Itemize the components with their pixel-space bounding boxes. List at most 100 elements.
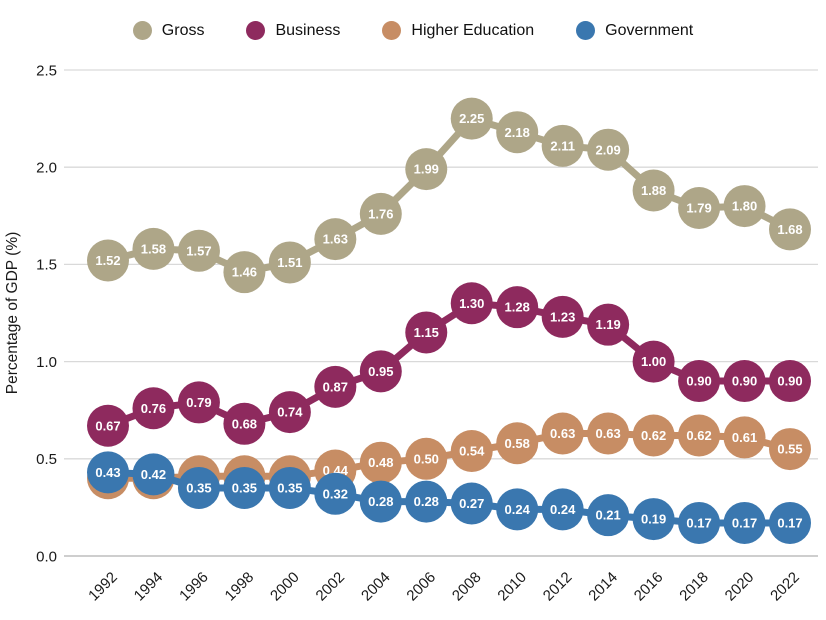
point-gross-2018 bbox=[678, 187, 721, 230]
x-tick-label-2002: 2002 bbox=[313, 569, 349, 605]
point-business-2004 bbox=[359, 350, 402, 393]
point-business-1994 bbox=[132, 387, 175, 430]
point-government-2000 bbox=[268, 466, 311, 509]
point-business-2020 bbox=[723, 360, 766, 403]
point-label-government-2006: 0.28 bbox=[414, 494, 439, 509]
point-business-2014 bbox=[587, 303, 630, 346]
point-business-2006 bbox=[405, 311, 448, 354]
point-higher-education-2004 bbox=[359, 441, 402, 484]
y-tick-label-2.5: 2.5 bbox=[36, 62, 57, 79]
x-tick-label-1992: 1992 bbox=[85, 569, 121, 605]
x-tick-label-2006: 2006 bbox=[403, 569, 439, 605]
x-axis-tick-labels: 1992 1994 1996 1998 2000 2002 2004 2006 2008 2010… bbox=[85, 569, 803, 605]
point-label-gross-2008: 2.25 bbox=[459, 111, 484, 126]
legend-label-government: Government bbox=[605, 21, 694, 39]
y-axis-title: Percentage of GDP (%) bbox=[4, 232, 21, 395]
point-government-2020 bbox=[723, 501, 766, 544]
point-gross-1998 bbox=[223, 251, 266, 294]
point-label-higher-education-2020: 0.61 bbox=[732, 430, 757, 445]
point-label-gross-2000: 1.51 bbox=[277, 255, 302, 270]
legend-dot-gross bbox=[132, 21, 152, 40]
point-label-government-1998: 0.35 bbox=[232, 481, 257, 496]
point-label-gross-2014: 2.09 bbox=[595, 142, 620, 157]
y-tick-label-0.0: 0.0 bbox=[36, 548, 57, 565]
point-gross-2012 bbox=[541, 124, 584, 167]
point-label-higher-education-2014: 0.63 bbox=[595, 426, 620, 441]
point-label-government-2010: 0.24 bbox=[505, 502, 531, 517]
series-business: 0.67 0.76 0.79 0.68 0.74 0.87 0.95 1.15 1.30 1.28… bbox=[87, 282, 811, 447]
point-business-2008 bbox=[450, 282, 493, 325]
point-government-1992 bbox=[87, 451, 129, 494]
point-label-government-1992: 0.43 bbox=[95, 465, 120, 480]
point-label-gross-2002: 1.63 bbox=[323, 232, 348, 247]
x-tick-label-2004: 2004 bbox=[358, 569, 394, 605]
point-gross-2010 bbox=[496, 111, 539, 154]
legend-dot-business bbox=[246, 21, 266, 40]
y-tick-label-1.0: 1.0 bbox=[36, 354, 57, 371]
point-label-government-2022: 0.17 bbox=[777, 516, 802, 531]
point-label-business-2014: 1.19 bbox=[595, 317, 620, 332]
series-line-higher-education bbox=[108, 430, 791, 482]
point-gross-2006 bbox=[405, 148, 448, 191]
point-label-higher-education-2022: 0.55 bbox=[777, 442, 802, 457]
point-business-1992 bbox=[87, 404, 129, 447]
series-line-gross bbox=[107, 115, 792, 276]
x-tick-label-1994: 1994 bbox=[131, 569, 167, 605]
point-label-business-2008: 1.30 bbox=[459, 296, 484, 311]
point-gross-2022 bbox=[769, 208, 811, 251]
point-label-gross-2012: 2.11 bbox=[550, 138, 575, 153]
point-label-government-2016: 0.19 bbox=[641, 512, 666, 527]
point-label-business-2010: 1.28 bbox=[505, 300, 530, 315]
legend-dot-higher-education bbox=[382, 21, 402, 40]
x-tick-label-2008: 2008 bbox=[449, 569, 485, 605]
point-government-1994 bbox=[132, 453, 175, 496]
x-tick-label-2012: 2012 bbox=[540, 569, 576, 605]
point-government-2016 bbox=[632, 498, 675, 541]
point-business-2016 bbox=[632, 340, 675, 383]
point-gross-1992 bbox=[87, 239, 129, 282]
point-business-2000 bbox=[268, 391, 311, 434]
point-label-business-2004: 0.95 bbox=[368, 364, 393, 379]
x-tick-label-1996: 1996 bbox=[176, 569, 212, 605]
point-higher-education-2020 bbox=[723, 416, 766, 459]
point-label-government-1996: 0.35 bbox=[186, 481, 211, 496]
x-tick-label-2000: 2000 bbox=[267, 569, 303, 605]
point-label-higher-education-2008: 0.54 bbox=[459, 444, 485, 459]
point-gross-2002 bbox=[314, 218, 357, 261]
point-label-business-2016: 1.00 bbox=[641, 354, 666, 369]
point-label-business-1996: 0.79 bbox=[186, 395, 211, 410]
legend: Gross Business Higher Education Government bbox=[0, 21, 826, 40]
point-label-business-2000: 0.74 bbox=[277, 405, 303, 420]
point-gross-2020 bbox=[723, 185, 766, 228]
point-label-government-2012: 0.24 bbox=[550, 502, 576, 517]
point-label-gross-1994: 1.58 bbox=[141, 241, 166, 256]
point-higher-education-2014 bbox=[587, 412, 630, 455]
legend-item-business[interactable]: Business bbox=[246, 21, 340, 40]
legend-label-business: Business bbox=[275, 21, 341, 39]
point-gross-1996 bbox=[177, 229, 220, 272]
point-label-gross-2004: 1.76 bbox=[368, 206, 393, 221]
point-label-gross-2016: 1.88 bbox=[641, 183, 666, 198]
point-business-2012 bbox=[541, 295, 584, 338]
point-label-gross-2020: 1.80 bbox=[732, 199, 757, 214]
legend-item-gross[interactable]: Gross bbox=[132, 21, 205, 40]
legend-item-higher-education[interactable]: Higher Education bbox=[382, 21, 534, 40]
series-gross: 1.52 1.58 1.57 1.46 1.51 1.63 1.76 1.99 2.25 2.18… bbox=[87, 97, 811, 294]
point-label-business-2018: 0.90 bbox=[686, 374, 711, 389]
point-label-government-2000: 0.35 bbox=[277, 481, 302, 496]
point-business-2022 bbox=[769, 360, 811, 403]
point-government-2006 bbox=[405, 480, 448, 523]
point-gross-2014 bbox=[587, 128, 630, 171]
point-label-business-2022: 0.90 bbox=[777, 374, 802, 389]
point-government-2012 bbox=[541, 488, 584, 531]
x-tick-label-2018: 2018 bbox=[676, 569, 712, 605]
legend-item-government[interactable]: Government bbox=[576, 21, 693, 40]
legend-label-gross: Gross bbox=[161, 21, 205, 39]
point-label-government-2020: 0.17 bbox=[732, 516, 757, 531]
x-tick-label-2010: 2010 bbox=[494, 569, 530, 605]
point-label-government-2014: 0.21 bbox=[595, 508, 620, 523]
point-label-government-2008: 0.27 bbox=[459, 496, 484, 511]
point-label-gross-2006: 1.99 bbox=[414, 162, 439, 177]
